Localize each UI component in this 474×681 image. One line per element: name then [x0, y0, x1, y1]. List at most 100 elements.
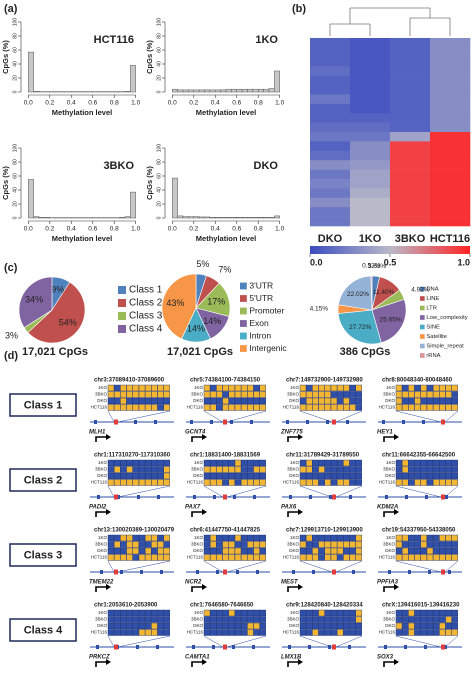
- pie-caption: 386 CpGs: [340, 346, 391, 358]
- cpg-cell: [151, 609, 158, 617]
- cpg-cell: [259, 391, 266, 398]
- cpg-cell: [324, 404, 331, 411]
- heatmap-cell: [310, 56, 351, 67]
- row-label: 1KO: [194, 610, 204, 615]
- cpg-cell: [259, 384, 266, 392]
- cpg-cell: [222, 616, 229, 623]
- exon: [117, 495, 120, 499]
- zoom-line: [335, 560, 363, 573]
- data-label: 22.02%: [347, 291, 369, 298]
- cpg-cell: [240, 397, 248, 405]
- y-tick-label: 80: [12, 159, 18, 165]
- cpg-cell: [228, 616, 236, 623]
- cpg-cell: [157, 547, 164, 555]
- exon: [96, 645, 99, 649]
- cpg-cell: [209, 547, 217, 555]
- cpg-cell: [222, 391, 229, 398]
- cpg-cell: [151, 616, 158, 623]
- y-tick-label: 60: [156, 47, 162, 53]
- data-label: 9%: [51, 285, 64, 295]
- locus-coordinate: chr1:2053610-2053900: [94, 603, 158, 609]
- cpg-cell: [253, 466, 260, 473]
- cpg-cell: [420, 391, 427, 398]
- legend-swatch: [420, 315, 425, 320]
- cpg-cell: [203, 472, 211, 480]
- cpg-cell: [426, 622, 434, 630]
- heatmap-cell: [310, 103, 351, 114]
- cpg-cell: [144, 466, 152, 473]
- cpg-cell: [330, 534, 338, 542]
- bar: [130, 191, 136, 219]
- cpg-cell: [324, 547, 331, 555]
- bar: [193, 89, 200, 93]
- cpg-cell: [402, 616, 409, 623]
- tss-arrowhead: [106, 659, 111, 665]
- cpg-cell: [132, 622, 140, 630]
- gene-name: NCR2: [185, 580, 202, 586]
- heatmap-cell: [430, 113, 471, 123]
- cpg-cell: [299, 472, 307, 480]
- heatmap-cell: [390, 47, 431, 58]
- cpg-cell: [330, 629, 338, 636]
- cpg-cell: [306, 554, 313, 561]
- cpg-cell: [299, 547, 307, 555]
- bar: [33, 216, 40, 219]
- row-label: 3BKO: [287, 617, 300, 622]
- y-axis-label: CpGs (%): [1, 166, 10, 200]
- colorbar-tick-label: 0.0: [310, 257, 323, 267]
- cpg-marker: [441, 419, 445, 425]
- cpg-cell: [138, 534, 146, 542]
- bar: [33, 91, 40, 93]
- exon: [382, 420, 385, 424]
- cpg-cell: [439, 384, 446, 392]
- exon: [196, 570, 199, 574]
- cpg-cell: [306, 391, 313, 398]
- cpg-cell: [299, 629, 307, 636]
- cpg-cell: [312, 547, 319, 555]
- row-label: DKO: [289, 473, 299, 478]
- cpg-cell: [234, 534, 242, 542]
- cpg-cell: [228, 541, 236, 548]
- exon: [346, 420, 349, 424]
- cpg-cell: [259, 622, 266, 630]
- cpg-cell: [330, 391, 338, 398]
- y-tick-label: 40: [156, 61, 162, 67]
- zoom-line: [107, 485, 115, 498]
- cpg-cell: [120, 616, 127, 623]
- class-box: [9, 543, 77, 567]
- cpg-cell: [126, 466, 133, 473]
- tss-arrow: [95, 586, 106, 592]
- cpg-cell: [163, 472, 171, 480]
- cpg-cell: [355, 616, 362, 623]
- cpg-cell: [330, 541, 338, 548]
- cpg-cell: [343, 397, 350, 405]
- row-label: DKO: [97, 473, 107, 478]
- cpg-cell: [247, 554, 254, 561]
- gene-name: GCNT4: [185, 430, 206, 436]
- cpg-cell: [157, 459, 164, 467]
- cpg-cell: [439, 479, 446, 486]
- tss-arrow: [287, 511, 298, 517]
- cpg-cell: [157, 622, 164, 630]
- row-label: 1KO: [98, 385, 108, 390]
- bar: [247, 217, 254, 219]
- legend-label: DNA: [426, 287, 438, 293]
- cpg-cell: [144, 404, 152, 411]
- cpg-cell: [222, 622, 229, 630]
- x-axis-label: Methylation level: [196, 234, 256, 243]
- cpg-cell: [451, 534, 458, 542]
- x-tick-label: 0.0: [24, 226, 33, 233]
- legend-label: Intron: [249, 330, 271, 340]
- cpg-cell: [318, 404, 325, 411]
- cpg-cell: [306, 622, 313, 630]
- gene-name: HEY1: [377, 430, 393, 436]
- exon: [402, 420, 405, 424]
- pie-slice: [370, 275, 373, 311]
- legend-label: Low_complexity: [426, 315, 467, 321]
- cpg-cell: [203, 554, 211, 561]
- heatmap-cell: [390, 113, 431, 123]
- cpg-cell: [107, 384, 115, 392]
- row-label: HCT116: [283, 405, 300, 410]
- cpg-cell: [349, 459, 356, 467]
- cpg-cell: [120, 397, 127, 405]
